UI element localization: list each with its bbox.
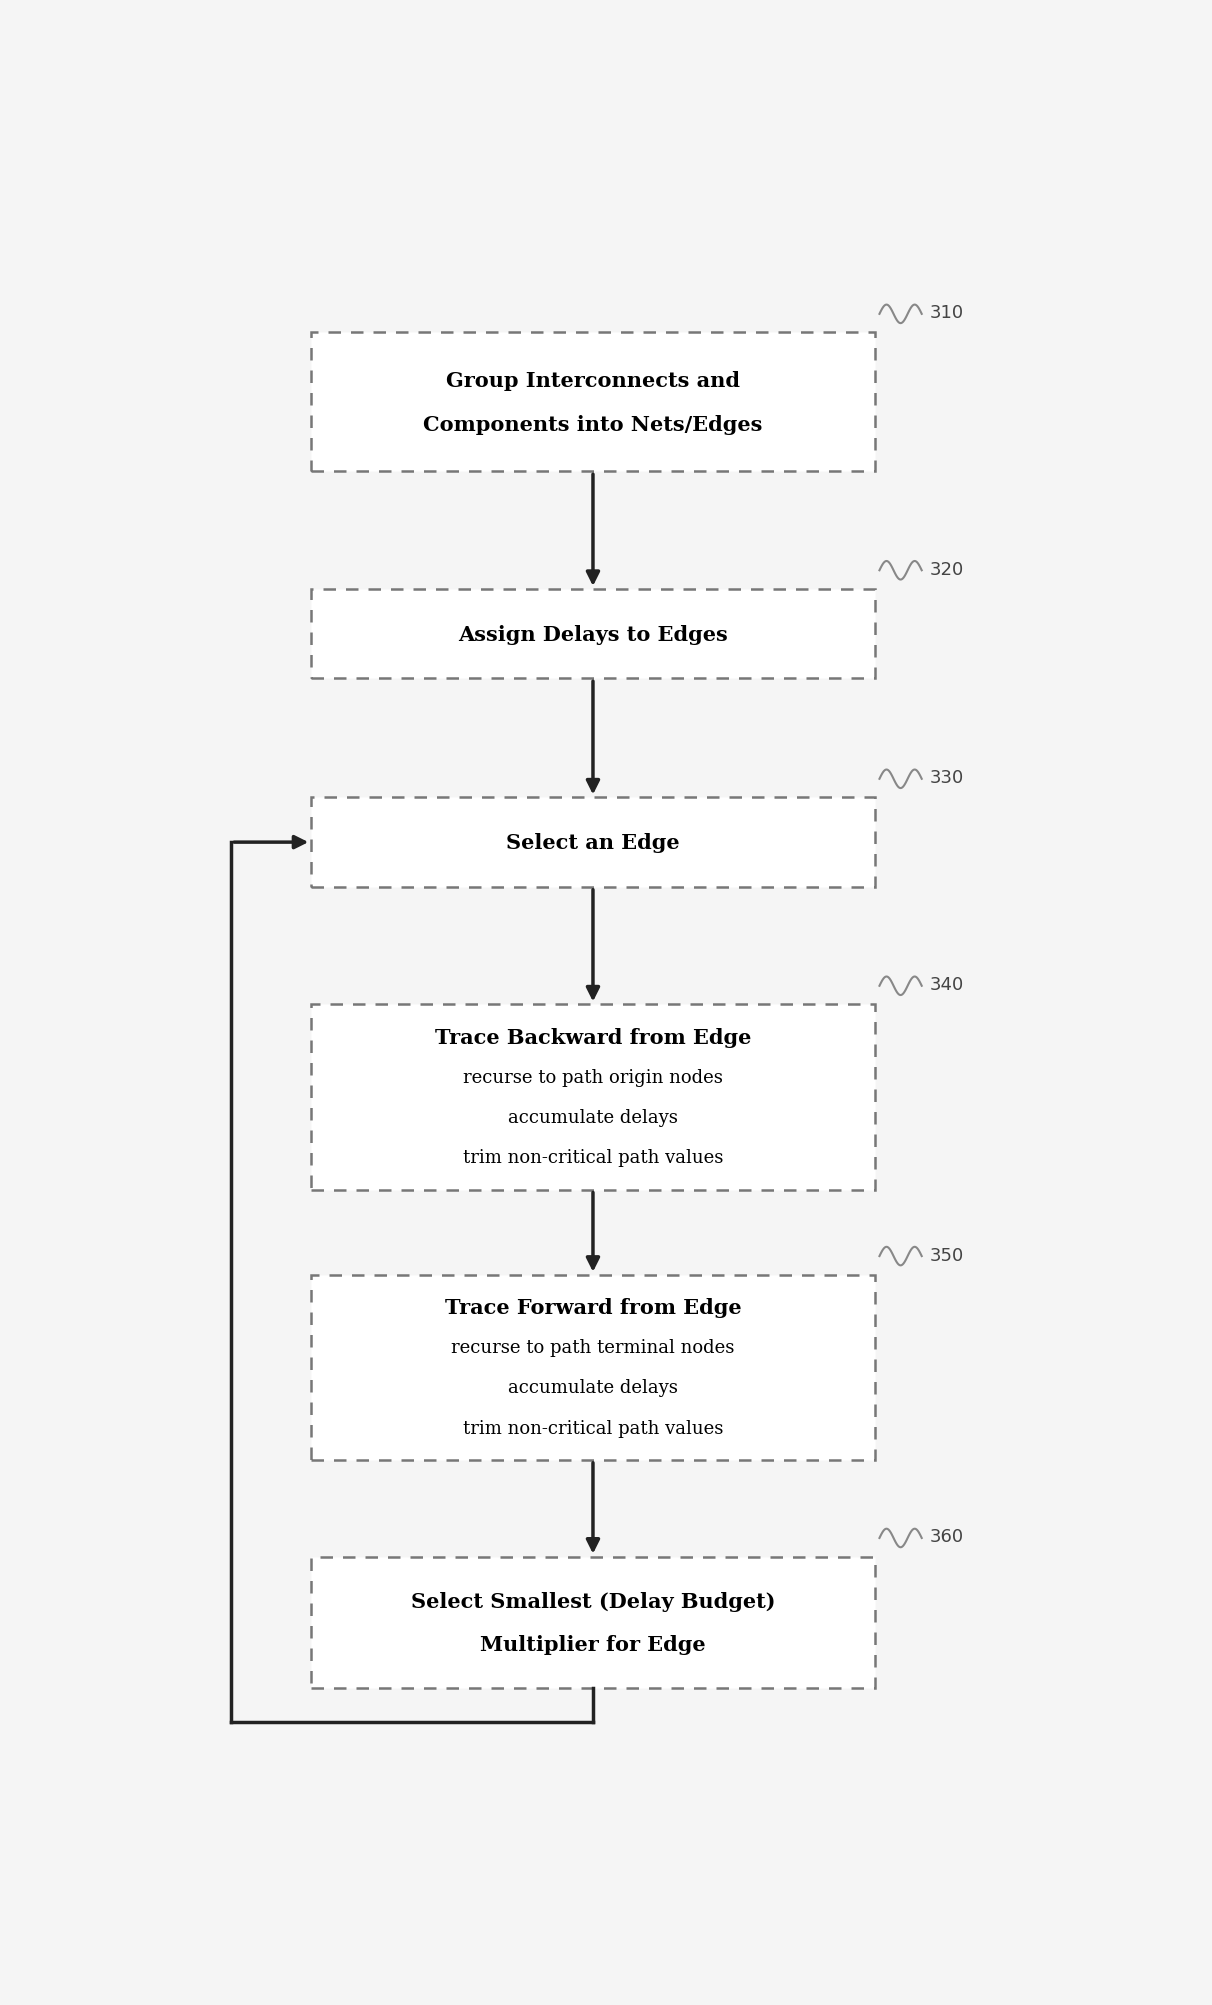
Text: 350: 350 bbox=[930, 1245, 964, 1263]
Bar bbox=[311, 1556, 875, 1688]
Text: trim non-critical path values: trim non-critical path values bbox=[463, 1149, 724, 1167]
Text: Select Smallest (Delay Budget): Select Smallest (Delay Budget) bbox=[411, 1590, 776, 1610]
Text: Components into Nets/Edges: Components into Nets/Edges bbox=[423, 415, 762, 435]
Text: accumulate delays: accumulate delays bbox=[508, 1109, 678, 1127]
Text: accumulate delays: accumulate delays bbox=[508, 1379, 678, 1397]
Text: Multiplier for Edge: Multiplier for Edge bbox=[480, 1634, 705, 1654]
Bar bbox=[311, 333, 875, 473]
Text: 330: 330 bbox=[930, 768, 964, 786]
Text: Select an Edge: Select an Edge bbox=[507, 832, 680, 852]
Text: recurse to path origin nodes: recurse to path origin nodes bbox=[463, 1069, 722, 1087]
Text: 310: 310 bbox=[930, 305, 964, 323]
Bar bbox=[311, 1005, 875, 1191]
Text: Assign Delays to Edges: Assign Delays to Edges bbox=[458, 624, 728, 644]
Bar bbox=[311, 589, 875, 680]
Text: 360: 360 bbox=[930, 1528, 964, 1546]
Text: Group Interconnects and: Group Interconnects and bbox=[446, 371, 741, 391]
Text: recurse to path terminal nodes: recurse to path terminal nodes bbox=[451, 1339, 734, 1357]
Text: Trace Forward from Edge: Trace Forward from Edge bbox=[445, 1297, 742, 1317]
Bar bbox=[311, 798, 875, 888]
Text: 340: 340 bbox=[930, 976, 964, 994]
Text: trim non-critical path values: trim non-critical path values bbox=[463, 1420, 724, 1438]
Text: Trace Backward from Edge: Trace Backward from Edge bbox=[435, 1027, 751, 1047]
Bar bbox=[311, 1275, 875, 1460]
Text: 320: 320 bbox=[930, 561, 964, 577]
